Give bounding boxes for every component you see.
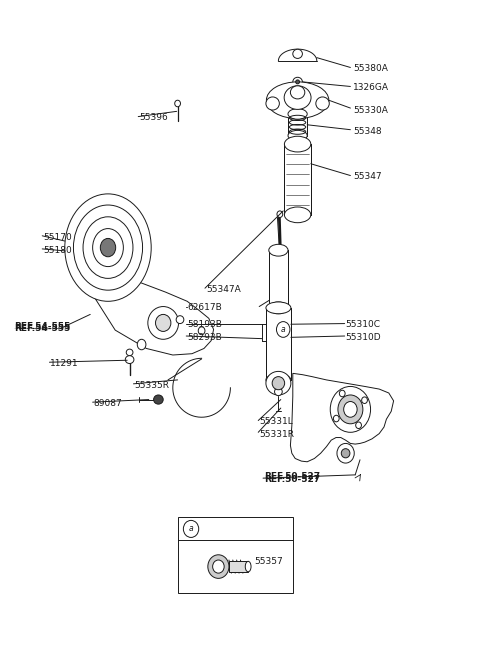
Ellipse shape [126,349,133,356]
Ellipse shape [339,390,345,397]
Ellipse shape [316,97,329,110]
Text: 55331R: 55331R [259,430,294,439]
Text: 55335R: 55335R [134,381,169,390]
Text: 55310C: 55310C [346,320,381,329]
Bar [284,144,311,215]
Text: a: a [281,325,286,334]
Text: 55380A: 55380A [353,64,388,73]
Bar [229,561,248,572]
Ellipse shape [83,217,133,278]
Text: 89087: 89087 [94,399,122,408]
Bar [269,250,288,308]
Text: 55396: 55396 [139,113,168,122]
Ellipse shape [73,205,143,290]
Ellipse shape [148,307,179,339]
Text: 55357: 55357 [254,557,283,566]
Bar [178,517,293,593]
Ellipse shape [266,97,279,110]
Ellipse shape [288,109,307,119]
Text: REF.54-555: REF.54-555 [14,324,71,333]
Ellipse shape [344,402,357,417]
Ellipse shape [137,339,146,350]
Text: 55180: 55180 [43,246,72,255]
Ellipse shape [156,314,171,331]
Ellipse shape [65,194,151,301]
Ellipse shape [330,386,371,432]
Bar [266,308,291,380]
Ellipse shape [337,443,354,463]
Text: 55170: 55170 [43,233,72,242]
Ellipse shape [100,238,116,257]
Polygon shape [290,373,394,462]
Ellipse shape [266,82,329,119]
Ellipse shape [175,100,180,107]
Text: 55347A: 55347A [206,285,241,294]
Ellipse shape [356,422,361,428]
Text: 58293B: 58293B [187,333,222,342]
Ellipse shape [266,374,291,386]
Text: a: a [189,525,193,533]
Ellipse shape [284,86,311,109]
Text: 1326GA: 1326GA [353,83,389,92]
Ellipse shape [293,49,302,58]
Ellipse shape [213,560,224,573]
Ellipse shape [269,244,288,256]
Ellipse shape [277,211,283,217]
Ellipse shape [334,415,339,422]
Ellipse shape [290,86,305,99]
Ellipse shape [284,136,311,152]
Text: 55348: 55348 [353,126,382,136]
Ellipse shape [176,316,184,324]
Ellipse shape [245,561,251,572]
Text: 62617B: 62617B [187,303,222,312]
Ellipse shape [183,520,199,537]
Ellipse shape [198,327,205,335]
Ellipse shape [275,388,282,396]
Ellipse shape [272,377,285,390]
Ellipse shape [341,449,350,458]
Text: 55347: 55347 [353,172,382,181]
Ellipse shape [208,555,229,578]
Polygon shape [84,263,214,355]
Ellipse shape [266,371,291,395]
Text: REF.54-555: REF.54-555 [14,322,71,331]
Ellipse shape [293,77,302,86]
Ellipse shape [276,322,290,337]
Text: REF.50-527: REF.50-527 [264,475,320,484]
Ellipse shape [284,207,311,223]
Ellipse shape [338,395,363,424]
Text: REF.50-527: REF.50-527 [264,472,320,481]
Text: 11291: 11291 [50,359,79,368]
Ellipse shape [93,229,123,267]
Text: 55330A: 55330A [353,105,388,115]
Text: 55331L: 55331L [259,417,293,426]
Bar [288,114,307,136]
Ellipse shape [154,395,163,404]
Text: 55310D: 55310D [346,333,381,342]
Ellipse shape [125,356,134,364]
Ellipse shape [266,302,291,314]
Ellipse shape [296,80,300,84]
Text: 58193B: 58193B [187,320,222,329]
Ellipse shape [269,302,288,314]
Ellipse shape [288,130,307,141]
Ellipse shape [361,397,367,403]
